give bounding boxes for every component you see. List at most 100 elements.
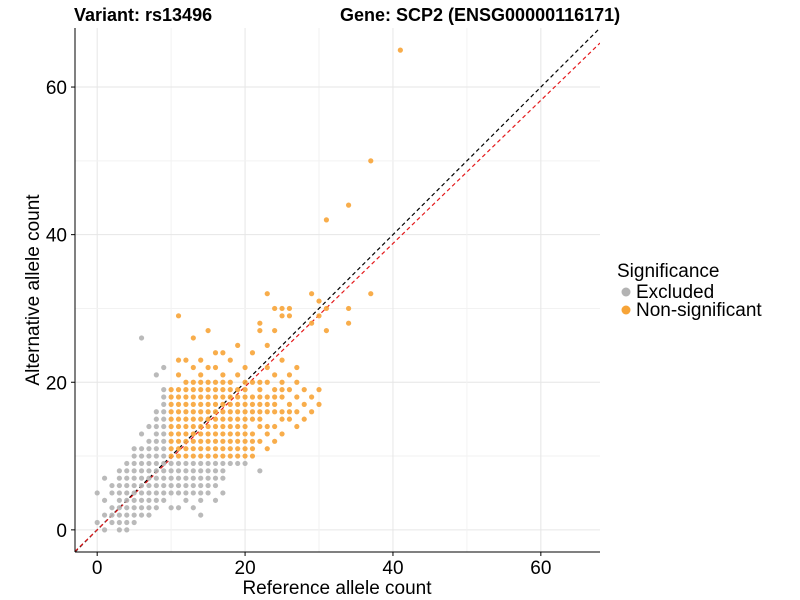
point-non-significant bbox=[198, 416, 204, 422]
point-non-significant bbox=[235, 372, 241, 378]
point-non-significant bbox=[242, 401, 248, 407]
reference-lines bbox=[75, 28, 600, 552]
point-non-significant bbox=[183, 446, 189, 452]
point-excluded bbox=[153, 490, 159, 496]
point-non-significant bbox=[212, 387, 219, 393]
point-non-significant bbox=[227, 357, 233, 363]
point-non-significant bbox=[257, 379, 263, 385]
point-excluded bbox=[131, 453, 137, 459]
point-excluded bbox=[161, 394, 167, 400]
point-non-significant bbox=[227, 446, 233, 452]
point-excluded bbox=[220, 460, 226, 467]
point-excluded bbox=[205, 460, 211, 467]
point-excluded bbox=[116, 527, 122, 533]
point-non-significant bbox=[264, 423, 270, 430]
point-excluded bbox=[153, 446, 159, 452]
point-non-significant bbox=[279, 387, 285, 393]
point-excluded bbox=[109, 519, 115, 526]
point-non-significant bbox=[264, 394, 270, 400]
point-non-significant bbox=[309, 291, 315, 297]
point-excluded bbox=[146, 423, 152, 430]
point-non-significant bbox=[235, 387, 241, 393]
point-excluded bbox=[161, 431, 167, 437]
point-non-significant bbox=[175, 438, 182, 444]
point-excluded bbox=[138, 453, 145, 459]
point-non-significant bbox=[249, 438, 256, 444]
point-excluded bbox=[116, 505, 122, 511]
point-excluded bbox=[138, 335, 145, 341]
point-non-significant bbox=[205, 327, 211, 334]
point-non-significant bbox=[205, 438, 211, 444]
point-excluded bbox=[131, 519, 137, 526]
point-non-significant bbox=[168, 394, 174, 400]
point-excluded bbox=[146, 453, 152, 459]
point-non-significant bbox=[294, 394, 300, 400]
point-non-significant bbox=[235, 342, 241, 348]
axis-ticks: 0 20 40 60 0 20 40 60 bbox=[46, 78, 552, 579]
point-non-significant bbox=[205, 423, 211, 430]
point-non-significant bbox=[286, 401, 293, 407]
point-excluded bbox=[153, 468, 159, 474]
point-non-significant bbox=[227, 438, 233, 444]
point-non-significant bbox=[175, 387, 182, 393]
point-non-significant bbox=[198, 379, 204, 385]
point-non-significant bbox=[220, 453, 226, 459]
point-non-significant bbox=[212, 416, 219, 422]
point-excluded bbox=[205, 490, 211, 496]
point-non-significant bbox=[175, 401, 182, 407]
point-non-significant bbox=[249, 446, 256, 452]
point-excluded bbox=[183, 497, 189, 503]
point-non-significant bbox=[183, 423, 189, 430]
point-non-significant bbox=[227, 387, 233, 393]
point-non-significant bbox=[242, 394, 248, 400]
point-non-significant bbox=[249, 453, 256, 459]
point-non-significant bbox=[272, 305, 278, 312]
point-non-significant bbox=[205, 446, 211, 452]
point-non-significant bbox=[242, 387, 248, 393]
point-non-significant bbox=[286, 409, 293, 415]
point-non-significant bbox=[316, 401, 322, 407]
point-non-significant bbox=[190, 423, 196, 430]
point-non-significant bbox=[190, 387, 196, 393]
point-non-significant bbox=[168, 409, 174, 415]
point-non-significant bbox=[235, 401, 241, 407]
point-non-significant bbox=[235, 453, 241, 459]
point-excluded bbox=[124, 460, 130, 467]
point-non-significant bbox=[168, 401, 174, 407]
point-non-significant bbox=[257, 320, 263, 326]
point-excluded bbox=[161, 446, 167, 452]
point-non-significant bbox=[242, 364, 248, 371]
point-excluded bbox=[198, 512, 204, 518]
point-non-significant bbox=[242, 446, 248, 452]
point-excluded bbox=[138, 482, 145, 489]
point-excluded bbox=[198, 482, 204, 489]
point-non-significant bbox=[198, 446, 204, 452]
point-non-significant bbox=[183, 401, 189, 407]
point-non-significant bbox=[286, 416, 293, 422]
point-non-significant bbox=[227, 423, 233, 430]
point-non-significant bbox=[168, 431, 174, 437]
point-excluded bbox=[138, 497, 145, 503]
point-excluded bbox=[168, 505, 174, 511]
point-non-significant bbox=[198, 423, 204, 430]
point-excluded bbox=[161, 453, 167, 459]
point-excluded bbox=[168, 482, 174, 489]
point-non-significant bbox=[220, 409, 226, 415]
point-excluded bbox=[153, 482, 159, 489]
point-non-significant bbox=[183, 409, 189, 415]
point-excluded bbox=[153, 431, 159, 437]
point-excluded bbox=[161, 482, 167, 489]
point-excluded bbox=[124, 490, 130, 496]
point-excluded bbox=[146, 482, 152, 489]
point-excluded bbox=[212, 460, 219, 467]
point-excluded bbox=[146, 497, 152, 503]
point-non-significant bbox=[227, 431, 233, 437]
point-non-significant bbox=[242, 453, 248, 459]
point-excluded bbox=[161, 460, 167, 467]
point-excluded bbox=[161, 387, 167, 393]
point-excluded bbox=[116, 482, 122, 489]
point-excluded bbox=[101, 475, 108, 481]
point-non-significant bbox=[190, 394, 196, 400]
point-excluded bbox=[161, 438, 167, 444]
